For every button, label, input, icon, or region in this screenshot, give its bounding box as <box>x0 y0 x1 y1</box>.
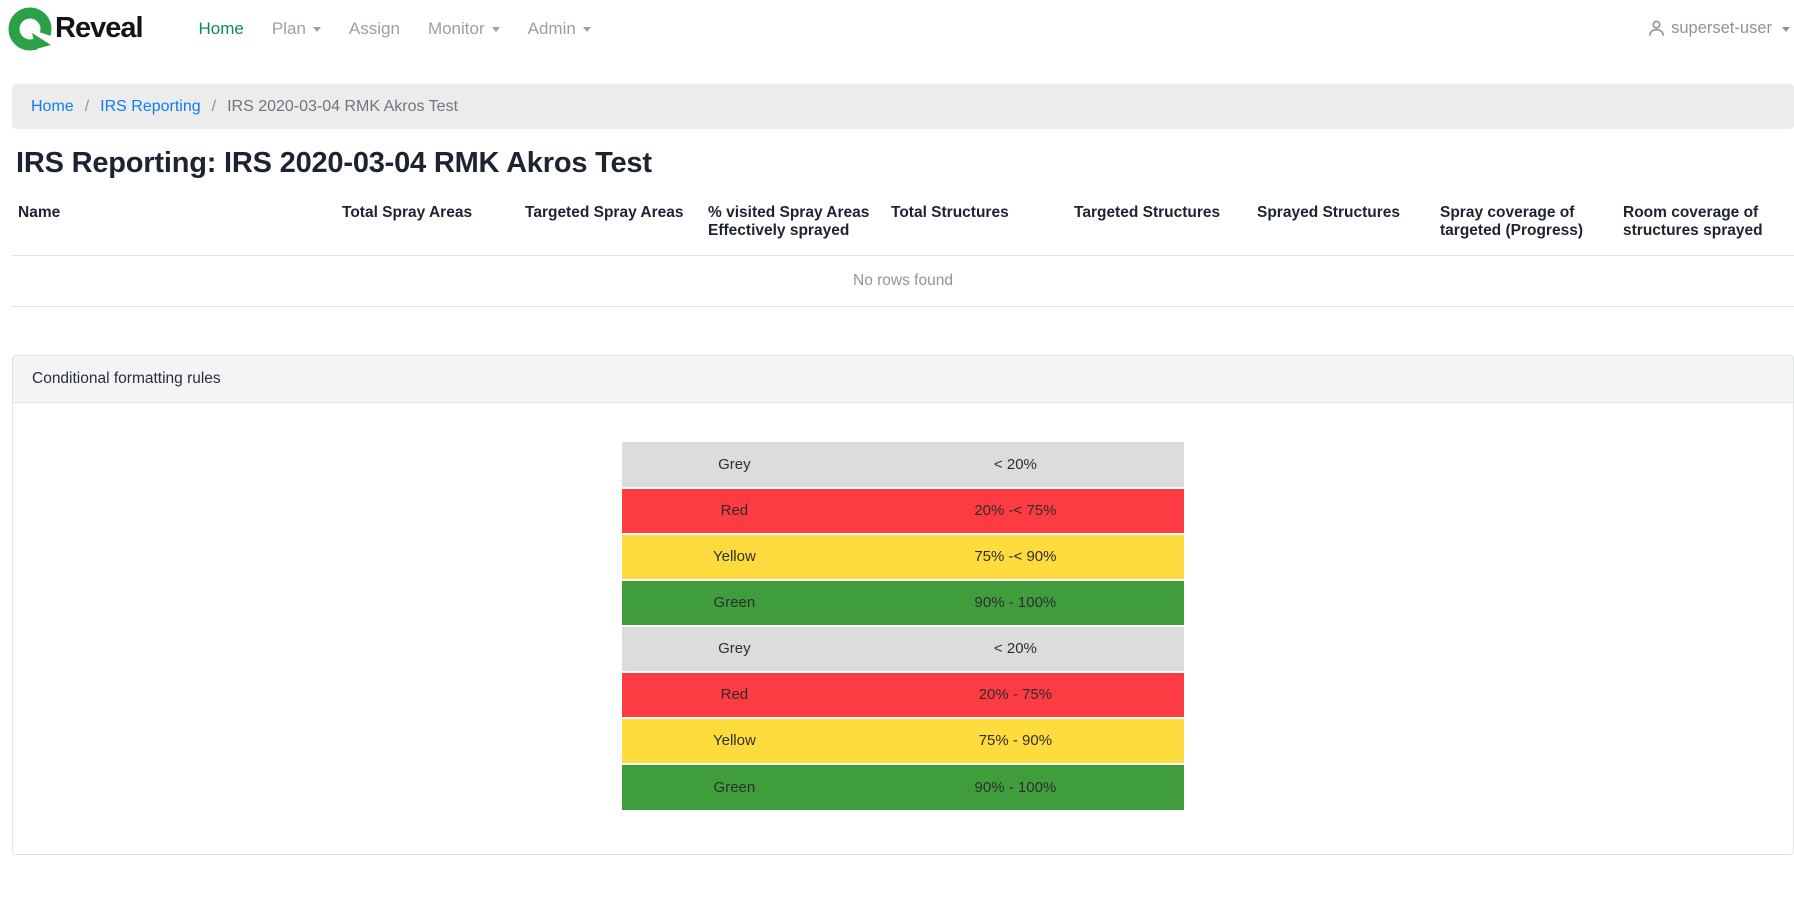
legend-row: Grey < 20% <box>622 441 1184 489</box>
column-header: Targeted Structures <box>1074 204 1257 256</box>
legend-color-label: Yellow <box>622 533 847 581</box>
breadcrumb: Home / IRS Reporting / IRS 2020-03-04 RMK Ak… <box>12 84 1794 129</box>
panel-header-title: Conditional formatting rules <box>13 355 1793 403</box>
legend-color-label: Green <box>622 579 847 627</box>
legend-color-label: Yellow <box>622 717 847 765</box>
legend-range: 90% - 100% <box>974 778 1057 796</box>
chevron-down-icon <box>312 27 321 32</box>
legend-row: Green 90% - 100% <box>622 763 1184 810</box>
breadcrumb-item: IRS 2020-03-04 RMK Akros Test <box>227 97 459 115</box>
legend-color-label: Green <box>713 778 756 796</box>
logo-q-icon <box>8 7 54 52</box>
nav-item-admin[interactable]: Admin <box>528 19 591 39</box>
legend-row: Grey < 20% <box>622 625 1184 673</box>
legend-range: 20% - 75% <box>846 671 1184 719</box>
brand-name: Reveal <box>55 12 144 44</box>
breadcrumb-separator: / <box>211 97 217 115</box>
top-navbar: Reveal Home Plan Assign Monitor Admin supers… <box>0 0 1794 57</box>
legend-row: Green 90% - 100% <box>622 579 1184 627</box>
legend-row: Yellow 75% -< 90% <box>622 533 1184 581</box>
page-title: IRS Reporting: IRS 2020-03-04 RMK Akros … <box>16 147 652 179</box>
legend-color-label: Grey <box>622 625 847 673</box>
nav-item-assign[interactable]: Assign <box>348 18 400 38</box>
legend-color-label: Grey <box>622 441 847 489</box>
main-nav: Home Plan Assign Monitor Admin <box>199 19 591 39</box>
breadcrumb-item[interactable]: IRS Reporting <box>100 97 201 115</box>
column-header: Sprayed Structures <box>1257 204 1440 256</box>
legend-table: Grey < 20% Red 20% -< 75% Yellow 75% -< 90% Gr… <box>622 441 1184 810</box>
legend-range: 90% - 100% <box>846 579 1184 627</box>
column-header: Targeted Spray Areas <box>525 204 708 256</box>
panel-body: Grey < 20% Red 20% -< 75% Yellow 75% -< 90% Gr… <box>13 403 1793 854</box>
legend-row: Red 20% -< 75% <box>622 487 1184 535</box>
app-logo[interactable]: Reveal <box>8 6 144 52</box>
chevron-down-icon <box>1782 27 1790 32</box>
user-menu[interactable]: superset-user <box>1647 19 1790 38</box>
chevron-down-icon <box>491 27 500 32</box>
legend-range: 75% -< 90% <box>846 533 1184 581</box>
report-table: Name Total Spray Areas Targeted Spray Area… <box>12 204 1794 307</box>
legend-range: 20% -< 75% <box>846 487 1184 535</box>
legend-range: 75% - 90% <box>846 717 1184 765</box>
column-header: Spray coverage of targeted (Progress) <box>1440 204 1623 256</box>
page-content: Home / IRS Reporting / IRS 2020-03-04 RMK Ak… <box>12 84 1794 855</box>
legend-range: < 20% <box>846 441 1184 489</box>
nav-item-plan[interactable]: Plan <box>272 19 321 39</box>
legend-row: Red 20% - 75% <box>622 671 1184 719</box>
breadcrumb-item[interactable]: Home <box>31 97 74 115</box>
column-header: % visited Spray Areas Effectively spraye… <box>708 204 891 256</box>
chevron-down-icon <box>582 27 591 32</box>
column-header: Total Spray Areas <box>342 204 525 256</box>
legend-color-label: Red <box>622 671 847 719</box>
user-icon <box>1649 20 1665 36</box>
column-header: Room coverage of structures sprayed <box>1623 204 1794 256</box>
legend-row: Yellow 75% - 90% <box>622 717 1184 765</box>
report-table-header-row: Name Total Spray Areas Targeted Spray Area… <box>12 204 1794 256</box>
legend-color-label: Red <box>622 487 847 535</box>
nav-item-monitor[interactable]: Monitor <box>428 19 500 39</box>
conditional-formatting-panel: Conditional formatting rules Grey < 20% Re… <box>12 354 1794 855</box>
legend-range: < 20% <box>846 625 1184 673</box>
column-header: Total Structures <box>891 204 1074 256</box>
empty-row: No rows found <box>12 255 1794 307</box>
column-header: Name <box>12 204 342 256</box>
nav-item-home[interactable]: Home <box>198 18 244 38</box>
breadcrumb-separator: / <box>84 97 90 115</box>
empty-message: No rows found <box>12 255 1794 307</box>
user-menu-label: superset-user <box>1671 19 1772 37</box>
